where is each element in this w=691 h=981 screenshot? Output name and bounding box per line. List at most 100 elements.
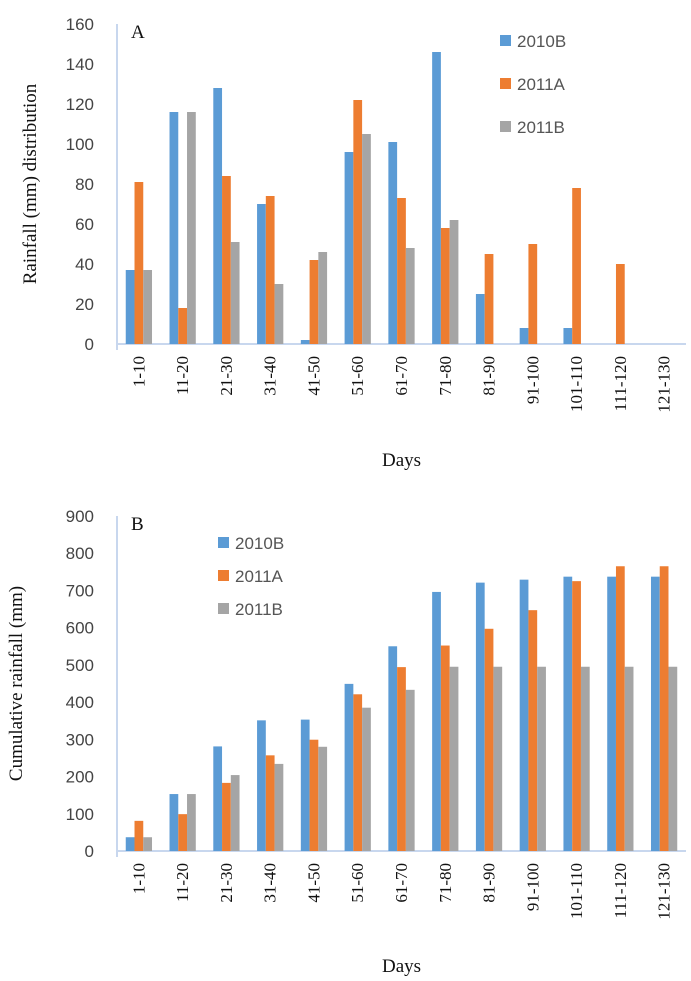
bar-2011b-101-110 [580,666,590,851]
bar-2011b-71-80 [449,220,459,344]
bar-2011a-21-30 [222,782,231,851]
x-tick-label: 1-10 [129,356,148,387]
bar-2011a-71-80 [440,645,450,851]
bar-2011a-51-60 [353,100,363,344]
bar-2010b-1-10 [125,270,135,344]
bar-2011b-121-130 [668,666,678,851]
legend-swatch-2010b [500,35,511,46]
y-tick-label: 140 [66,55,94,74]
bar-2010b-31-40 [257,720,266,851]
y-tick-label: 60 [75,215,94,234]
bar-2011a-31-40 [265,196,275,344]
legend-label-2010b: 2010B [235,534,284,553]
x-tick-label: 101-110 [567,863,586,919]
bar-2010b-71-80 [432,52,441,344]
bar-2011b-11-20 [187,794,196,851]
bar-2010b-21-30 [213,88,223,344]
y-tick-label: 400 [66,693,94,712]
x-tick-label: 61-70 [392,863,411,903]
y-tick-label: 900 [66,507,94,526]
bar-2011a-121-130 [659,566,669,851]
bar-2011b-11-20 [187,112,196,344]
rainfall-distribution-chart: 0 20 40 60 80 100 120 140 160 1-10 11-20 21-30 31-40… [20,15,686,471]
bar-2010b-91-100 [519,579,529,851]
x-axis-title: Days [382,450,421,471]
bar-2011a-61-70 [397,198,406,344]
bar-2011a-111-120 [615,264,625,344]
x-tick-label: 71-80 [436,863,455,903]
bar-2011b-61-70 [405,689,415,851]
panel-label: B [131,514,144,535]
bar-2011b-31-40 [274,284,284,344]
bar-2010b-31-40 [257,204,266,344]
bar-2011a-41-50 [309,739,319,851]
bar-2011b-1-10 [143,270,153,344]
y-tick-label: 800 [66,544,94,563]
y-tick-label: 100 [66,135,94,154]
bar-2011b-21-30 [230,775,240,851]
legend-swatch-2011b [218,603,229,614]
y-tick-label: 300 [66,730,94,749]
x-tick-label: 81-90 [480,863,499,903]
x-tick-label: 31-40 [261,863,280,903]
bar-2010b-111-120 [607,576,616,851]
legend-label-2011b: 2011B [235,600,283,619]
bar-2011a-51-60 [353,694,363,851]
bar-2011a-101-110 [572,581,581,851]
x-tick-label: 41-50 [304,863,323,903]
bar-2011a-41-50 [309,260,319,344]
legend-swatch-2011b [500,121,511,132]
bar-2011b-111-120 [624,666,634,851]
bar-2010b-91-100 [519,328,529,344]
x-tick-label: 121-130 [655,356,674,413]
bar-2010b-51-60 [344,683,354,851]
bar-2011a-71-80 [440,228,450,344]
bar-2011b-91-100 [537,666,546,851]
x-tick-label: 51-60 [348,863,367,903]
bar-2010b-1-10 [125,837,135,851]
bar-2011b-71-80 [449,666,459,851]
y-tick-label: 0 [85,842,94,861]
bar-2011a-1-10 [134,820,144,851]
x-tick-label: 51-60 [348,356,367,396]
bar-2010b-81-90 [475,294,485,344]
legend-swatch-2011a [500,78,511,89]
bar-2010b-41-50 [300,340,310,344]
bar-2011b-51-60 [362,707,371,851]
bar-2011b-1-10 [143,837,153,851]
y-tick-label: 40 [75,255,94,274]
y-tick-label: 120 [66,95,94,114]
bar-2011a-11-20 [178,308,188,344]
x-tick-label: 121-130 [655,863,674,920]
x-tick-label: 111-120 [611,356,630,411]
bar-2011b-41-50 [318,746,328,851]
x-tick-label: 21-30 [217,863,236,903]
bar-2010b-41-50 [300,719,310,851]
x-tick-label: 81-90 [480,356,499,396]
legend-swatch-2010b [218,537,229,548]
bar-2011a-1-10 [134,182,144,344]
y-tick-label: 100 [66,805,94,824]
x-tick-label: 21-30 [217,356,236,396]
panel-label: A [131,22,145,43]
bar-2010b-101-110 [563,576,573,851]
legend-swatch-2011a [218,570,229,581]
y-axis-title: Rainfall (mm) distribution [20,83,41,284]
x-tick-label: 61-70 [392,356,411,396]
bar-2011a-81-90 [484,254,494,344]
y-tick-label: 600 [66,619,94,638]
x-tick-label: 11-20 [173,863,192,902]
x-tick-label: 31-40 [261,356,280,396]
bar-2010b-21-30 [213,746,223,851]
y-tick-label: 160 [66,15,94,34]
legend-label-2010b: 2010B [517,32,566,51]
bar-2010b-51-60 [344,152,354,344]
bar-2011a-101-110 [572,188,581,344]
x-axis-title: Days [382,956,421,977]
bar-2011b-41-50 [318,252,328,344]
x-tick-label: 41-50 [304,356,323,396]
y-tick-label: 80 [75,175,94,194]
bar-2010b-61-70 [388,646,398,851]
bar-2011a-91-100 [528,244,538,344]
bar-2011a-21-30 [222,176,231,344]
